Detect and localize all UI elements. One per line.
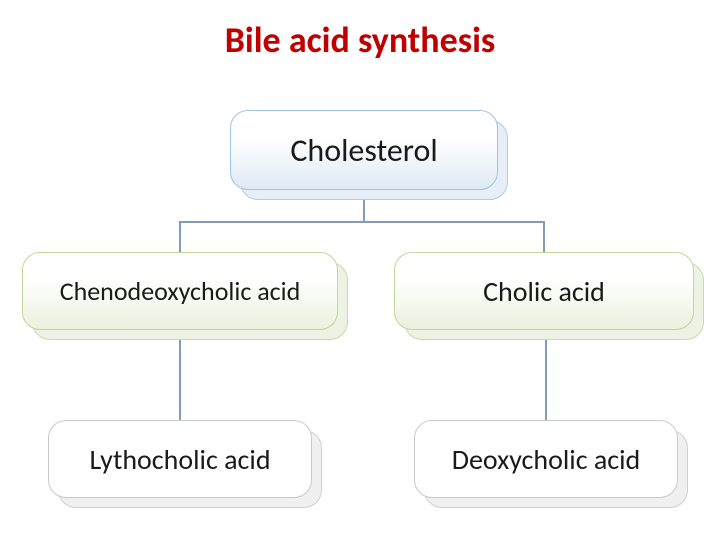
node-left1: Chenodeoxycholic acid xyxy=(22,252,348,340)
node-root: Cholesterol xyxy=(230,110,508,200)
node-box: Chenodeoxycholic acid xyxy=(22,252,338,330)
page-title: Bile acid synthesis xyxy=(0,18,720,62)
node-box: Cholic acid xyxy=(394,252,694,330)
node-box: Lythocholic acid xyxy=(48,420,312,498)
node-label: Lythocholic acid xyxy=(89,442,270,477)
title-text: Bile acid synthesis xyxy=(225,18,496,62)
node-label: Cholesterol xyxy=(290,131,437,170)
node-label: Deoxycholic acid xyxy=(452,442,641,477)
node-right1: Cholic acid xyxy=(394,252,704,340)
node-left2: Lythocholic acid xyxy=(48,420,322,508)
node-box: Cholesterol xyxy=(230,110,498,190)
node-right2: Deoxycholic acid xyxy=(414,420,688,508)
node-label: Cholic acid xyxy=(483,274,605,309)
node-box: Deoxycholic acid xyxy=(414,420,678,498)
node-label: Chenodeoxycholic acid xyxy=(60,275,301,307)
